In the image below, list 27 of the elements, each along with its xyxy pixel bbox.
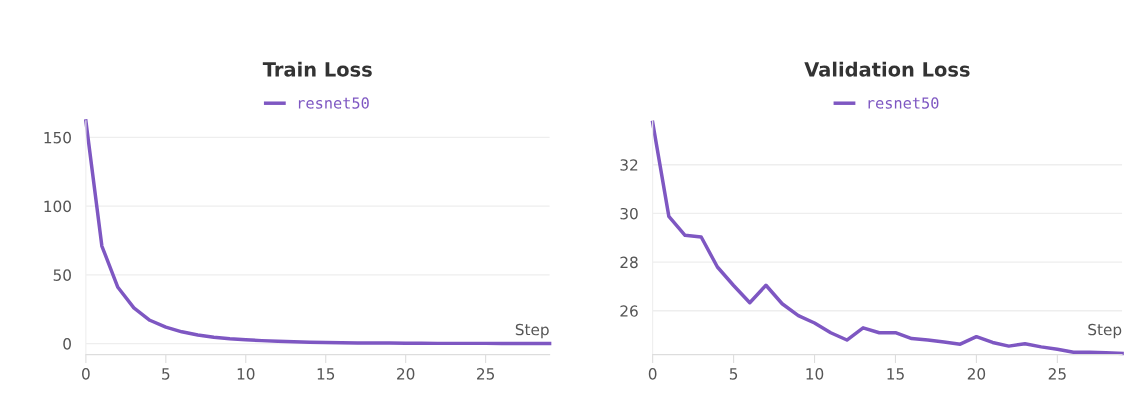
chart-title: Train Loss [262, 61, 372, 77]
legend-label: resnet50 [298, 97, 369, 109]
x-tick-label: 25 [1048, 368, 1066, 380]
x-tick-label: 10 [806, 368, 824, 380]
y-tick-label: 32 [620, 159, 638, 171]
x-tick-label: 10 [237, 368, 255, 380]
x-tick-label: 0 [82, 368, 90, 380]
x-tick-label: 20 [967, 368, 986, 380]
legend-label: resnet50 [868, 97, 939, 109]
y-tick-label: 50 [53, 269, 71, 281]
x-axis-title: Step [515, 323, 549, 339]
x-tick-label: 5 [162, 368, 170, 380]
x-tick-label: 25 [477, 368, 495, 380]
x-tick-label: 5 [729, 368, 738, 380]
y-tick-label: 26 [620, 305, 638, 317]
y-tick-label: 30 [620, 207, 638, 220]
y-tick-label: 0 [63, 338, 71, 350]
x-axis-title: Step [1088, 323, 1122, 339]
y-tick-label: 150 [44, 131, 71, 144]
y-tick-label: 100 [44, 200, 71, 213]
chart-title: Validation Loss [804, 61, 970, 77]
y-tick-label: 28 [620, 256, 638, 269]
x-tick-label: 20 [397, 368, 415, 380]
x-tick-label: 0 [648, 368, 657, 380]
x-tick-label: 15 [317, 368, 335, 380]
x-tick-label: 15 [887, 368, 904, 380]
line-series [84, 119, 552, 346]
